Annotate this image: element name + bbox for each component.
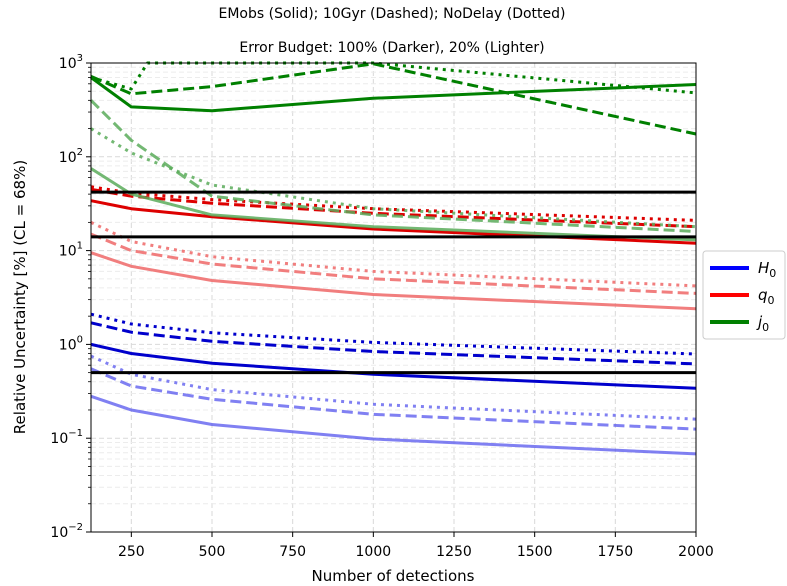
x-tick-label: 500: [199, 544, 226, 560]
series-q0-10gyr-lighter: [90, 232, 697, 295]
series-h0-emobs-lighter: [90, 394, 697, 456]
legend-label: H0: [758, 259, 776, 280]
x-tick-label: 750: [279, 544, 306, 560]
series-j0-emobs-darker: [90, 76, 697, 113]
chart-subtitle: Error Budget: 100% (Darker), 20% (Lighte…: [239, 40, 544, 56]
x-tick-label: 2000: [678, 544, 714, 560]
x-axis-ticks: 250 500 750 1000 1250 1500 1750 2000: [118, 532, 714, 560]
grid: [91, 63, 697, 533]
y-tick-label: 100: [59, 334, 83, 353]
series-j0-emobs-lighter: [90, 167, 697, 242]
x-tick-label: 1000: [356, 544, 392, 560]
series-j0-10gyr-lighter: [89, 99, 697, 233]
series-h0-10gyr-darker: [90, 321, 697, 366]
x-tick-label: 1750: [598, 544, 634, 560]
legend-label: j0: [756, 313, 769, 334]
plot-frame: [90, 62, 697, 533]
legend: H0 q0 j0: [702, 250, 786, 340]
legend-label: q0: [758, 286, 775, 307]
y-axis-ticks: 10−2 10−1 100 101 102 103: [50, 53, 91, 541]
x-tick-label: 1500: [517, 544, 553, 560]
x-tick-label: 250: [118, 544, 145, 560]
x-axis-label: Number of detections: [312, 567, 475, 585]
y-tick-label: 103: [59, 53, 83, 72]
series-q0-emobs-darker: [90, 199, 697, 245]
series-lines: [89, 61, 697, 456]
chart-title: EMobs (Solid); 10Gyr (Dashed); NoDelay (…: [219, 6, 566, 22]
series-h0-nodelay-darker: [90, 312, 697, 356]
y-axis-label: Relative Uncertainty [%] (CL = 68%): [11, 160, 29, 434]
series-q0-emobs-lighter: [90, 251, 697, 311]
y-tick-label: 102: [59, 147, 83, 166]
y-tick-label: 10−2: [50, 522, 83, 541]
x-tick-label: 1250: [436, 544, 472, 560]
series-q0-10gyr-darker: [90, 187, 697, 229]
y-tick-label: 101: [59, 241, 83, 260]
y-tick-label: 10−1: [50, 428, 83, 447]
series-q0-nodelay-darker: [90, 185, 697, 222]
series-h0-emobs-darker: [90, 342, 697, 390]
